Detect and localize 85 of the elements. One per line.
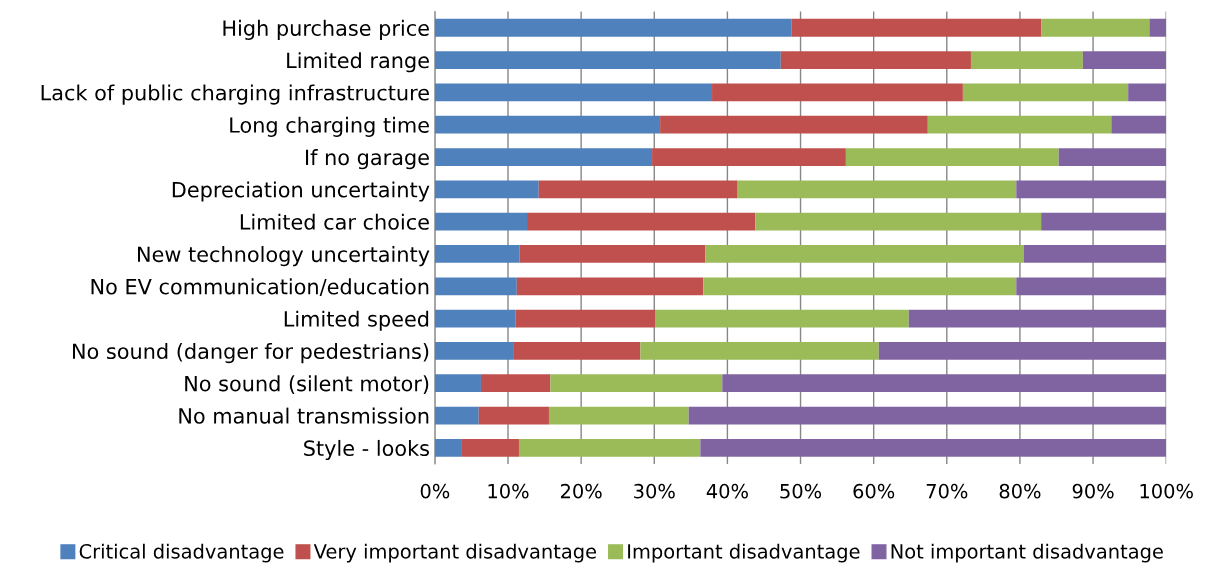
bar	[461, 438, 519, 457]
x-tick-label: 80%	[999, 483, 1041, 499]
y-tick-label: Limited car choice	[240, 213, 429, 230]
bar	[480, 374, 551, 393]
bar	[516, 277, 704, 296]
bar	[434, 245, 520, 263]
bar	[434, 374, 481, 393]
bar	[1111, 115, 1167, 134]
bar	[527, 212, 756, 231]
x-tick-label: 10%	[488, 483, 529, 499]
bar	[652, 148, 846, 166]
x-tick-label: 90%	[1072, 483, 1114, 499]
bar	[660, 115, 928, 134]
y-tick-label: Limited range	[287, 52, 429, 73]
bar	[434, 51, 781, 69]
bar	[538, 180, 738, 199]
y-tick-label: No EV communication/education	[91, 278, 429, 297]
bar	[434, 115, 661, 134]
bar	[518, 438, 701, 457]
x-tick-label: 20%	[560, 483, 602, 499]
x-tick-label: 50%	[780, 483, 822, 499]
bar	[927, 115, 1112, 134]
y-tick-label: No sound (danger for pedestrians)	[73, 342, 429, 364]
bar	[878, 342, 1167, 360]
y-tick-label: Lack of public charging infrastructure	[41, 84, 429, 105]
bar	[688, 406, 1167, 425]
bar	[791, 18, 1042, 37]
legend-label: Important disadvantage	[628, 543, 860, 563]
bar	[434, 180, 539, 199]
x-tick-label: 0%	[420, 483, 450, 499]
bar	[640, 342, 879, 360]
bar	[780, 51, 971, 69]
x-tick-label: 100%	[1140, 483, 1193, 499]
y-tick-label: Long charging time	[230, 116, 429, 137]
legend-label: Not important disadvantage	[891, 543, 1163, 563]
y-tick-label: Style - looks	[304, 439, 429, 461]
bar	[705, 245, 1024, 263]
bar	[550, 374, 723, 393]
bar	[722, 374, 1167, 393]
bar	[434, 342, 514, 360]
bar	[1058, 148, 1167, 166]
bar	[513, 342, 641, 360]
bar	[434, 83, 713, 102]
legend-label: Critical disadvantage	[79, 543, 284, 563]
y-tick-label: No manual transmission	[179, 407, 429, 424]
bar	[700, 438, 1167, 457]
bar	[434, 438, 462, 457]
bar	[1023, 245, 1167, 263]
bar	[737, 180, 1017, 199]
bar	[1016, 180, 1167, 199]
x-tick-label: 40%	[706, 483, 748, 499]
y-tick-label: Depreciation uncertainty	[172, 181, 430, 202]
bar	[434, 309, 516, 328]
bar	[434, 406, 479, 425]
bar	[1128, 83, 1167, 102]
y-tick-label: Limited speed	[284, 310, 429, 331]
bar	[548, 406, 689, 425]
bar	[478, 406, 549, 425]
x-tick-label: 60%	[853, 483, 895, 499]
bar	[908, 309, 1167, 328]
y-tick-label: New technology uncertainty	[138, 246, 430, 267]
bar	[1041, 18, 1150, 37]
bar	[1149, 18, 1167, 37]
bar	[1016, 277, 1167, 296]
bar	[655, 309, 909, 328]
bar	[434, 148, 653, 166]
bar	[1041, 212, 1167, 231]
bar	[434, 212, 528, 231]
bar	[515, 309, 655, 328]
y-tick-label: High purchase price	[223, 19, 429, 40]
bar	[703, 277, 1017, 296]
bar	[755, 212, 1042, 231]
bar	[519, 245, 706, 263]
bar	[845, 148, 1059, 166]
y-tick-label: No sound (silent motor)	[185, 375, 429, 394]
x-tick-label: 70%	[926, 483, 968, 499]
bar	[712, 83, 963, 102]
y-tick-label: If no garage	[306, 149, 429, 170]
x-tick-label: 30%	[634, 483, 675, 499]
bar	[1082, 51, 1167, 69]
bar	[434, 277, 517, 296]
bar	[434, 18, 792, 37]
bar	[962, 83, 1129, 102]
legend-label: Very important disadvantage	[313, 543, 597, 563]
bar	[970, 51, 1083, 69]
